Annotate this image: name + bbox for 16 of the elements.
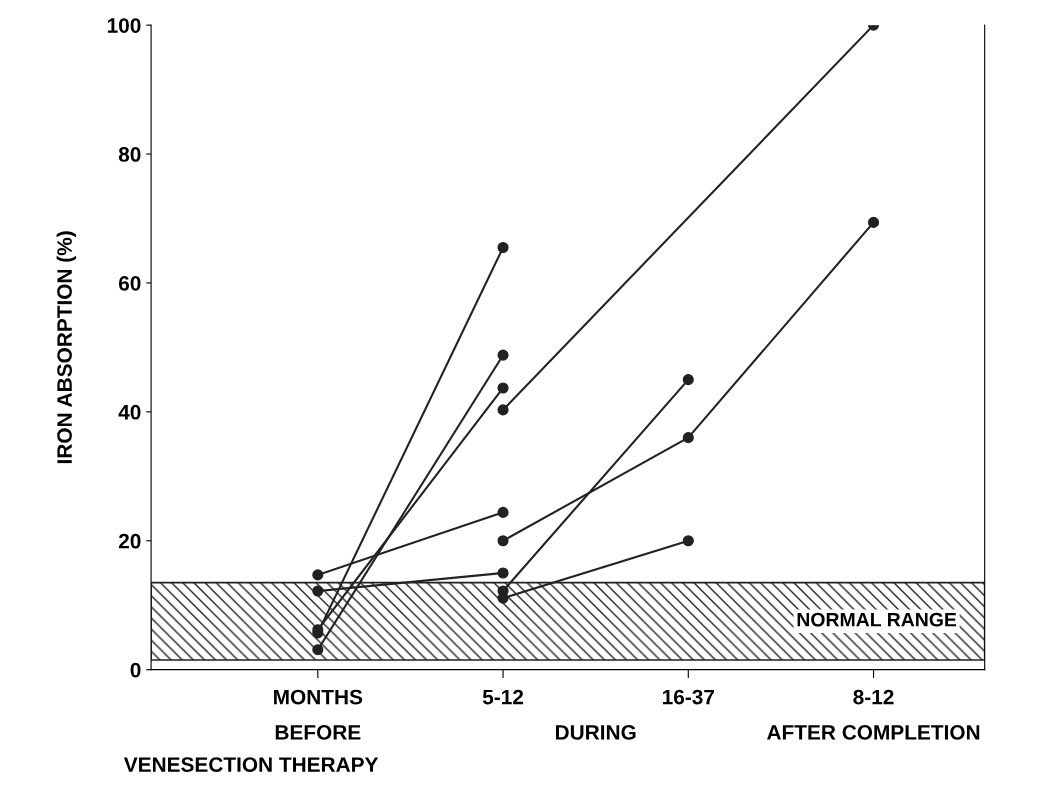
y-tick-label: 40 bbox=[118, 404, 141, 420]
text: DURING bbox=[555, 725, 636, 740]
y-tick-label: 80 bbox=[118, 147, 141, 162]
y-tick-label: 20 bbox=[118, 533, 141, 549]
y-tick-label: 0 bbox=[130, 662, 141, 678]
y-tick-label: 100 bbox=[107, 18, 141, 33]
x-axis-title: VENESECTION THERAPY bbox=[123, 757, 379, 772]
x-tick-label: MONTHS bbox=[274, 689, 363, 705]
y-tick-label: 60 bbox=[118, 275, 141, 291]
text: AFTER COMPLETION bbox=[767, 725, 980, 740]
y-axis-title: IRON ABSORPTION (%) bbox=[56, 231, 77, 464]
x-tick-label: 16-37 bbox=[662, 689, 715, 705]
x-tick-label: 5-12 bbox=[482, 689, 524, 705]
text: BEFORE bbox=[275, 725, 361, 740]
x-tick-label: 8-12 bbox=[853, 689, 894, 705]
band-label: NORMAL RANGE bbox=[797, 612, 957, 627]
